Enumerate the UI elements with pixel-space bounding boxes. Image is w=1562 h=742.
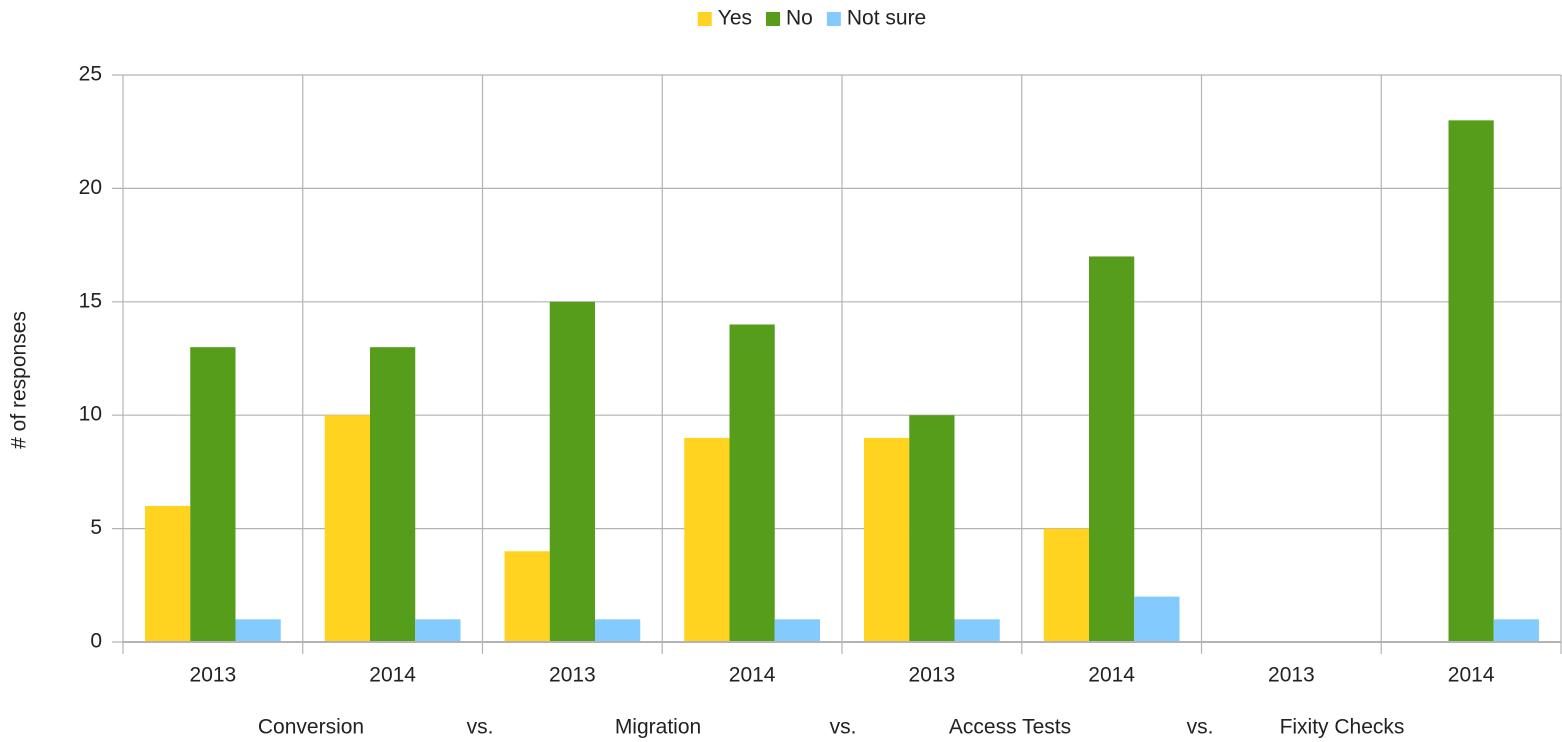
bar — [324, 415, 370, 642]
y-tick-label: 10 — [79, 403, 102, 426]
group-label: vs. — [830, 716, 857, 739]
bar — [190, 347, 236, 642]
bar — [954, 619, 1000, 642]
bar — [909, 415, 955, 642]
y-tick-label: 0 — [90, 630, 102, 653]
y-tick-label: 15 — [79, 289, 102, 312]
bar — [595, 619, 641, 642]
x-tick-label: 2013 — [1268, 664, 1315, 687]
bar — [415, 619, 461, 642]
x-tick-label: 2014 — [369, 664, 416, 687]
x-tick-label: 2013 — [549, 664, 596, 687]
bar — [145, 505, 191, 642]
y-tick-label: 25 — [79, 63, 102, 86]
bar — [1089, 256, 1135, 642]
x-tick-label: 2013 — [190, 664, 237, 687]
x-tick-label: 2014 — [1448, 664, 1495, 687]
bar — [684, 437, 730, 642]
bar — [370, 347, 416, 642]
x-tick-label: 2013 — [909, 664, 956, 687]
bar — [864, 437, 910, 642]
bar — [1493, 619, 1539, 642]
group-label: Migration — [615, 716, 701, 739]
bar — [774, 619, 820, 642]
legend-label: No — [786, 7, 813, 30]
bar — [1134, 596, 1180, 642]
x-tick-label: 2014 — [1088, 664, 1135, 687]
y-tick-label: 5 — [90, 516, 102, 539]
bar — [1448, 120, 1494, 643]
group-label: Fixity Checks — [1280, 716, 1405, 739]
x-tick-label: 2014 — [729, 664, 776, 687]
group-label: vs. — [1187, 716, 1214, 739]
bar — [235, 619, 281, 642]
bar — [729, 324, 775, 642]
legend-label: Not sure — [847, 7, 926, 30]
group-label: vs. — [467, 716, 494, 739]
y-axis-label: # of responses — [8, 311, 31, 449]
legend-label: Yes — [718, 7, 752, 30]
legend-swatch — [697, 12, 712, 26]
legend-swatch — [766, 12, 781, 26]
bar — [1043, 528, 1089, 642]
group-label: Conversion — [258, 716, 364, 739]
bar — [549, 301, 595, 642]
bar — [504, 551, 550, 642]
y-tick-label: 20 — [79, 176, 102, 199]
legend-swatch — [826, 12, 841, 26]
group-label: Access Tests — [949, 716, 1071, 739]
